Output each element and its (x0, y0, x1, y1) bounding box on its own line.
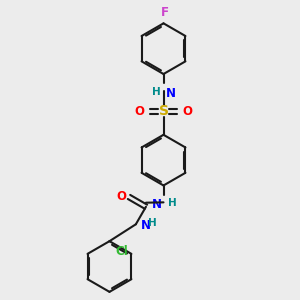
Text: O: O (183, 105, 193, 118)
Text: S: S (158, 104, 169, 118)
Text: N: N (141, 219, 151, 232)
Text: H: H (168, 198, 176, 208)
Text: N: N (166, 87, 176, 100)
Text: Cl: Cl (115, 245, 128, 258)
Text: N: N (152, 198, 162, 211)
Text: H: H (152, 87, 161, 97)
Text: O: O (116, 190, 126, 203)
Text: O: O (134, 105, 144, 118)
Text: F: F (160, 6, 169, 19)
Text: H: H (148, 218, 156, 228)
